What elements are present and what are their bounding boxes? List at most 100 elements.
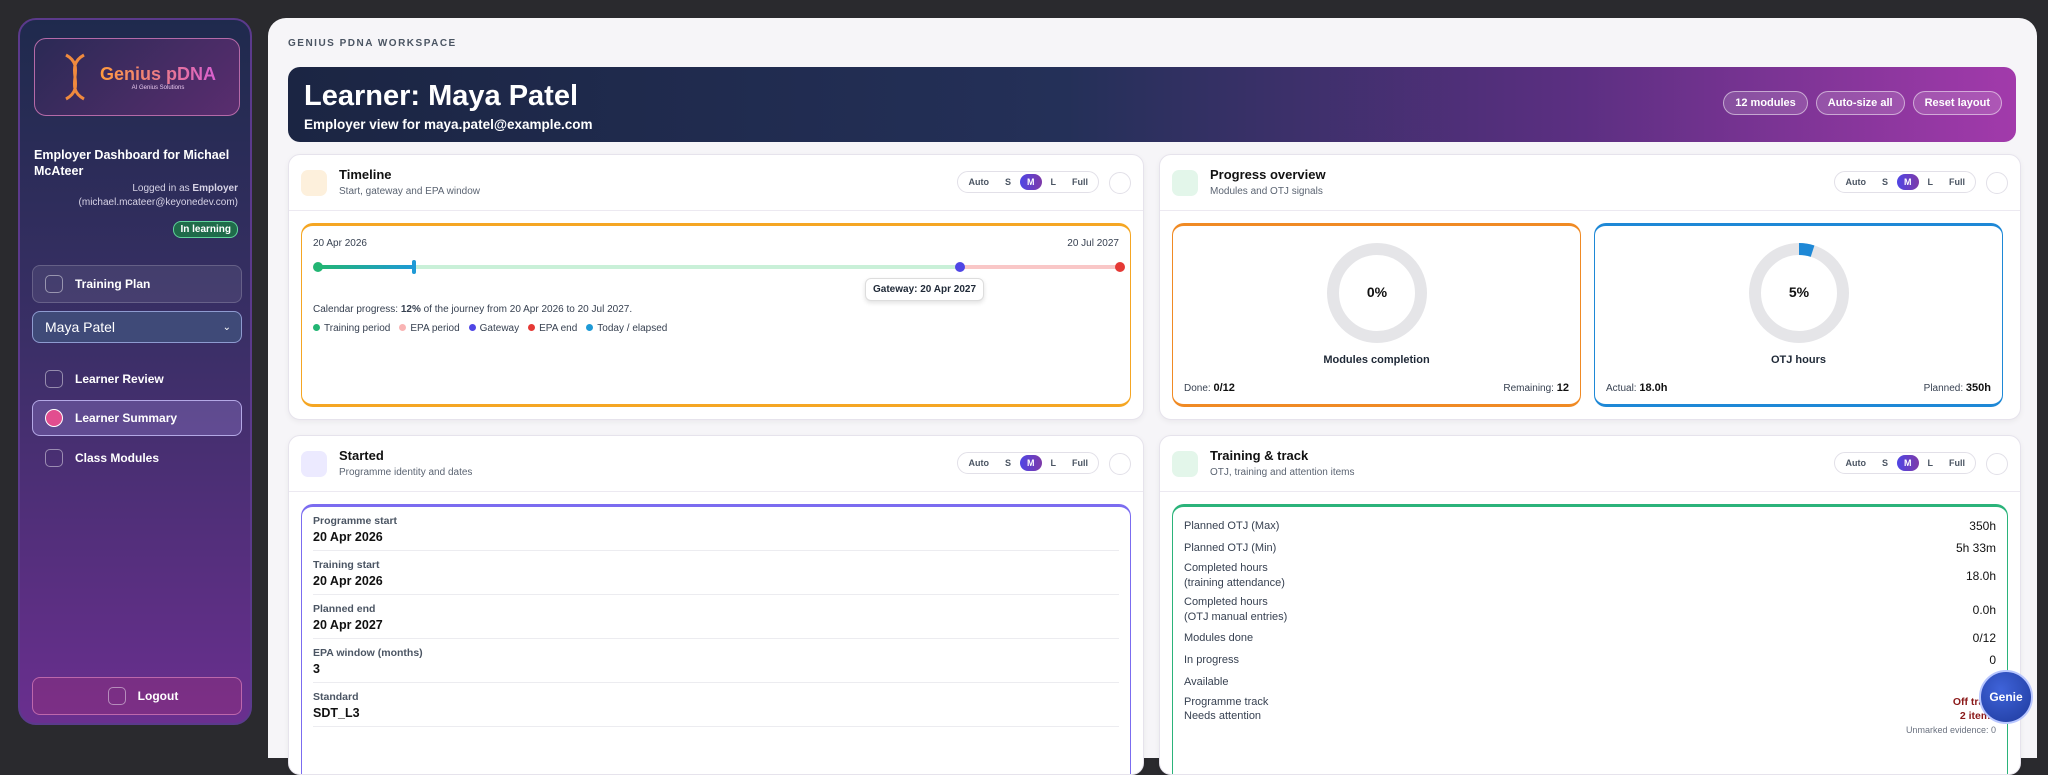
gauge-footer: Actual: 18.0h Planned: 350h <box>1606 382 1991 394</box>
field-value: 3 <box>313 662 320 676</box>
legend-dot <box>399 324 407 331</box>
banner-button[interactable]: Reset layout <box>1912 91 2002 115</box>
logo-title: Genius pDNA <box>99 63 216 84</box>
size-option[interactable]: Auto <box>1845 177 1866 187</box>
training-row: Completed hours (training attendance) 18.… <box>1184 559 1996 593</box>
donut-label: 5% <box>1789 284 1810 300</box>
track-row: Programme track Off track <box>1184 695 1996 709</box>
size-option[interactable]: L <box>1050 177 1057 187</box>
kv-value: 350h <box>1965 382 1991 394</box>
size-option[interactable]: Auto <box>1845 458 1866 468</box>
attention-row: Needs attention 2 items <box>1184 709 1996 723</box>
select-value: Maya Patel <box>45 319 116 335</box>
progress-card: Progress overview Modules and OTJ signals… <box>1159 154 2021 420</box>
legend-label: EPA period <box>410 323 460 334</box>
card-title: Timeline <box>339 167 392 182</box>
nav-training-plan[interactable]: Training Plan <box>32 265 242 303</box>
size-option[interactable]: S <box>1004 458 1011 468</box>
field-label: Training start <box>313 559 380 571</box>
gauge-caption: OTJ hours <box>1770 354 1826 366</box>
size-option[interactable]: S <box>1881 458 1888 468</box>
row-label: Needs attention <box>1184 710 1262 722</box>
progress-suffix: of the journey from 20 Apr 2026 to 20 Ju… <box>423 304 633 315</box>
gauge-left: Actual: 18.0h <box>1606 382 1668 394</box>
today-marker <box>412 260 417 274</box>
row-value: 0 <box>1989 653 1996 667</box>
timeline-end: 20 Jul 2027 <box>1067 238 1119 249</box>
banner-button[interactable]: 12 modules <box>1723 91 1808 115</box>
row-value: 5h 33m <box>1955 541 1996 555</box>
gauge-panel: 5% OTJ hours Actual: 18.0h Planned: 350h <box>1594 223 2003 407</box>
field: Training start 20 Apr 2026 <box>313 551 1119 595</box>
size-option[interactable]: M <box>1020 455 1042 471</box>
drag-handle[interactable] <box>1109 453 1131 475</box>
size-option[interactable]: Auto <box>968 177 989 187</box>
logo-icon <box>65 53 85 101</box>
nav-label: Learner Review <box>75 372 164 386</box>
nav-item[interactable]: Learner Summary <box>32 400 242 436</box>
drag-handle[interactable] <box>1109 172 1131 194</box>
logout-button[interactable]: Logout <box>32 677 242 715</box>
field: Standard SDT_L3 <box>313 683 1119 727</box>
progress-prefix: Calendar progress: <box>313 304 399 315</box>
row-value: 0/12 <box>1972 631 1996 645</box>
nav-icon <box>45 409 63 427</box>
card-title: Progress overview <box>1210 167 1326 182</box>
nav-item[interactable]: Class Modules <box>32 440 242 476</box>
size-option[interactable]: Full <box>1072 177 1088 187</box>
status-badge: In learning <box>173 221 238 238</box>
size-option[interactable]: Full <box>1949 177 1965 187</box>
size-option[interactable]: L <box>1927 458 1934 468</box>
kv-label: Planned: <box>1923 383 1964 394</box>
legend-label: Today / elapsed <box>597 323 668 334</box>
size-option[interactable]: S <box>1881 177 1888 187</box>
size-option[interactable]: Full <box>1949 458 1965 468</box>
login-info: Logged in as Employer (michael.mcateer@k… <box>79 182 238 210</box>
legend-dot <box>528 324 536 331</box>
size-option[interactable]: Auto <box>968 458 989 468</box>
size-option[interactable]: L <box>1050 458 1057 468</box>
card-subtitle: Programme identity and dates <box>339 467 473 478</box>
size-option[interactable]: S <box>1004 177 1011 187</box>
kv-value: 12 <box>1556 382 1569 394</box>
unmarked-note: Unmarked evidence: 0 <box>1905 725 1996 735</box>
genie-button[interactable]: Genie <box>1979 670 2033 724</box>
field-label: EPA window (months) <box>313 647 423 659</box>
field-label: Planned end <box>313 603 376 615</box>
size-option[interactable]: M <box>1897 455 1919 471</box>
timeline-legend: Training period EPA period Gateway EPA end T… <box>313 323 667 334</box>
field-value: 20 Apr 2027 <box>313 618 383 632</box>
legend-dot <box>468 324 476 331</box>
login-role: Employer <box>192 183 238 194</box>
timeline-card: Timeline Start, gateway and EPA window Aut… <box>288 154 1144 420</box>
row-label: In progress <box>1184 653 1240 666</box>
kv-label: Done: <box>1184 383 1211 394</box>
nav-item[interactable]: Learner Review <box>32 361 242 397</box>
banner-subtitle: Employer view for maya.patel@example.com <box>304 117 593 132</box>
field: Planned end 20 Apr 2027 <box>313 595 1119 639</box>
row-label: Completed hours (training attendance) <box>1184 562 1285 589</box>
page: Genius pDNA AI Genius Solutions Employer… <box>18 18 2037 775</box>
donut-track <box>1327 243 1427 343</box>
login-email: (michael.mcateer@keyonedev.com) <box>78 197 238 208</box>
banner-button[interactable]: Auto-size all <box>1815 91 1905 115</box>
gauge-caption: Modules completion <box>1323 354 1430 366</box>
row-value: 350h <box>1969 519 1996 533</box>
gauge-left: Done: 0/12 <box>1184 382 1235 394</box>
legend-dot <box>313 324 320 331</box>
size-option[interactable]: M <box>1020 174 1042 190</box>
timeline-point <box>1115 262 1125 272</box>
drag-handle[interactable] <box>1986 172 2008 194</box>
logout-label: Logout <box>137 689 179 703</box>
training-row: Planned OTJ (Min) 5h 33m <box>1184 537 1996 559</box>
size-option[interactable]: Full <box>1072 458 1088 468</box>
size-option[interactable]: M <box>1897 174 1919 190</box>
workspace-label: GENIUS PDNA WORKSPACE <box>288 38 457 49</box>
started-card: Started Programme identity and dates Auto S… <box>288 435 1144 775</box>
learner-select[interactable]: Maya Patel ⌄ <box>32 311 242 343</box>
donut-label: 0% <box>1367 284 1388 300</box>
drag-handle[interactable] <box>1986 453 2008 475</box>
training-row: Modules done 0/12 <box>1184 627 1996 649</box>
size-toggle: Auto S M L Full <box>957 171 1099 193</box>
size-option[interactable]: L <box>1927 177 1934 187</box>
